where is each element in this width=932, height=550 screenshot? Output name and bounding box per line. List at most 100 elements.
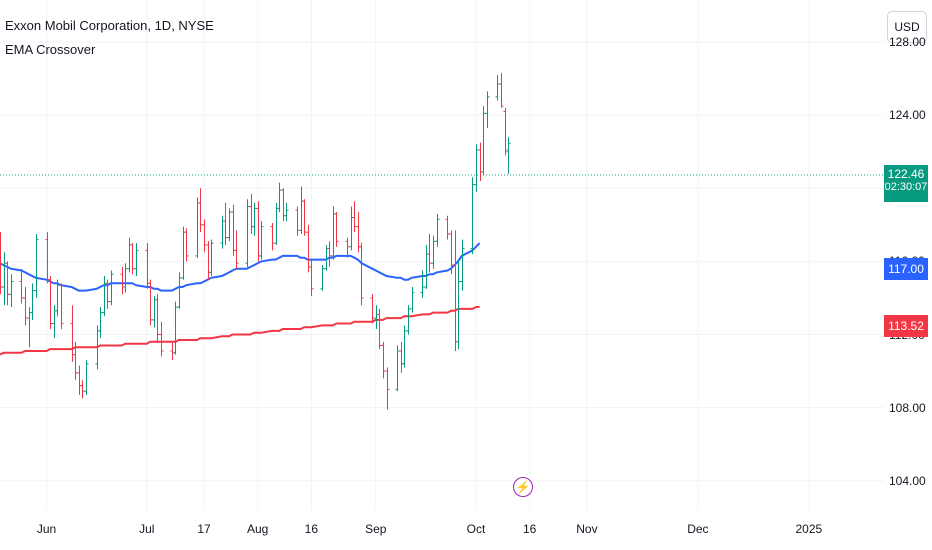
ohlc-bar: [335, 212, 339, 247]
ohlc-bar: [232, 205, 236, 256]
ohlc-bar: [479, 143, 483, 181]
ohlc-bar: [78, 366, 82, 395]
ohlc-bar: [71, 305, 75, 362]
ema-fast-series: [0, 243, 480, 291]
ohlc-bar: [182, 227, 186, 280]
x-tick-label: 16: [305, 522, 318, 536]
ema_fast-line: [0, 243, 480, 291]
ohlc-bar: [375, 305, 379, 329]
y-tick-label: 104.00: [889, 474, 926, 488]
ohlc-bar: [196, 197, 200, 257]
ohlc-bar: [386, 367, 390, 409]
ohlc-bar: [207, 241, 211, 279]
ohlc-bar: [53, 305, 57, 338]
ohlc-bar: [396, 345, 400, 391]
ohlc-bar: [382, 342, 386, 379]
ohlc-bar: [221, 216, 225, 249]
ohlc-bar: [457, 261, 461, 349]
ohlc-bar: [31, 283, 35, 320]
x-tick-label: Aug: [247, 522, 268, 536]
ohlc-bar: [428, 234, 432, 272]
ohlc-bar: [446, 216, 450, 240]
ohlc-bar: [486, 91, 490, 128]
ohlc-bar: [250, 194, 254, 234]
ohlc-bar: [407, 305, 411, 334]
x-tick-label: Dec: [687, 522, 708, 536]
ohlc-bar: [282, 188, 286, 221]
last-price-value: 122.46: [888, 167, 925, 181]
ohlc-bar: [461, 239, 465, 290]
ohlc-bar: [500, 73, 504, 108]
ohlc-bar: [146, 243, 150, 289]
ohlc-bar: [128, 238, 132, 273]
ohlc-bar: [271, 223, 275, 250]
ohlc-bar: [371, 294, 375, 323]
x-tick-label: Jun: [37, 522, 56, 536]
ohlc-bar: [199, 188, 203, 232]
ohlc-bar: [436, 214, 440, 247]
x-tick-label: Oct: [467, 522, 486, 536]
ema-slow-tag: 113.52: [884, 315, 928, 337]
ohlc-bar: [496, 75, 500, 101]
ohlc-bar: [131, 243, 135, 274]
ohlc-bar: [224, 203, 228, 245]
x-tick-label: 16: [523, 522, 536, 536]
ohlc-bar: [178, 272, 182, 309]
y-tick-label: 124.00: [889, 108, 926, 122]
ohlc-bar: [35, 234, 39, 298]
ohlc-bar: [85, 360, 89, 395]
ohlc-bar: [49, 276, 53, 329]
ohlc-bar: [3, 252, 7, 305]
ohlc-bar: [160, 322, 164, 357]
ohlc-bar: [300, 186, 304, 234]
ohlc-bar: [350, 207, 354, 251]
ohlc-bar: [81, 380, 85, 398]
ohlc-bar: [103, 276, 107, 316]
ohlc-bar: [475, 144, 479, 192]
countdown-value: 02:30:07: [884, 181, 928, 193]
ohlc-bar: [210, 239, 214, 276]
ohlc-bar: [28, 307, 32, 347]
last-price-tag: 122.46 02:30:07: [884, 165, 928, 202]
ohlc-bar: [124, 263, 128, 292]
ohlc-bar: [285, 203, 289, 221]
ohlc-bar: [275, 203, 279, 245]
ohlc-bar: [378, 309, 382, 349]
ohlc-bar: [360, 243, 364, 305]
ohlc-bar: [174, 302, 178, 355]
ohlc-bar: [321, 265, 325, 291]
ohlc-bar: [403, 325, 407, 367]
ohlc-bar: [20, 269, 24, 304]
ohlc-bar: [332, 207, 336, 260]
ohlc-bar: [432, 236, 436, 269]
ohlc-bars: [0, 73, 511, 409]
ohlc-bar: [411, 287, 415, 313]
ohlc-bar: [135, 243, 139, 276]
ohlc-bar: [60, 283, 64, 329]
chart-title[interactable]: Exxon Mobil Corporation, 1D, NYSE: [5, 18, 214, 33]
indicator-label[interactable]: EMA Crossover: [5, 42, 95, 57]
ohlc-bar: [253, 203, 257, 236]
ohlc-bar: [471, 177, 475, 254]
ohlc-bar: [454, 230, 458, 351]
ohlc-bar: [110, 271, 114, 306]
ohlc-bar: [203, 219, 207, 252]
y-tick-label: 128.00: [889, 35, 926, 49]
lightning-bolt-icon[interactable]: ⚡: [513, 477, 533, 497]
ohlc-bar: [357, 212, 361, 252]
x-tick-label: Nov: [576, 522, 597, 536]
ohlc-bar: [24, 287, 28, 325]
ohlc-bar: [10, 274, 14, 307]
ohlc-bar: [425, 245, 429, 289]
ohlc-bar: [507, 137, 511, 174]
ohlc-bar: [307, 225, 311, 273]
x-tick-label: 2025: [795, 522, 822, 536]
x-tick-label: Jul: [139, 522, 154, 536]
ohlc-bar: [257, 201, 261, 261]
ohlc-bar: [296, 207, 300, 236]
ohlc-bar: [185, 228, 189, 261]
x-tick-label: 17: [197, 522, 210, 536]
ohlc-bar: [228, 208, 232, 241]
y-tick-label: 108.00: [889, 401, 926, 415]
